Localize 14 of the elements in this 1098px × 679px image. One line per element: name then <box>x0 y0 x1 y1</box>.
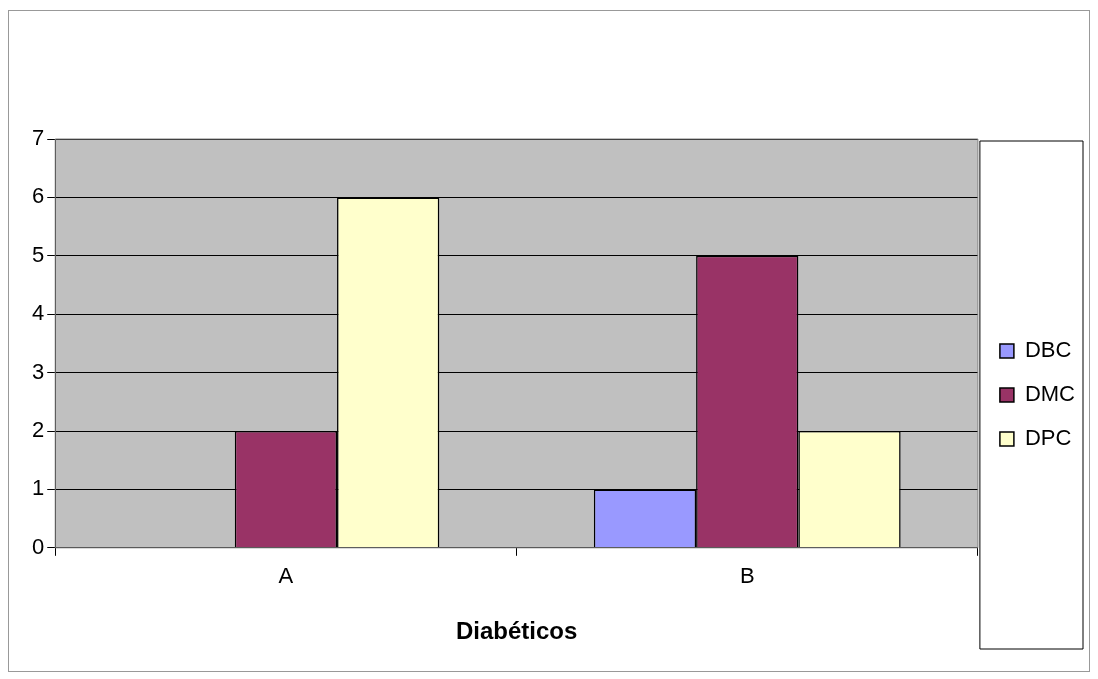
y-tick-label: 2 <box>31 417 45 443</box>
x-tick-label: B <box>739 563 755 589</box>
legend-label: DPC <box>1024 425 1072 451</box>
y-tick-label: 4 <box>31 300 45 326</box>
y-tick-label: 7 <box>31 125 45 151</box>
y-tick-label: 0 <box>31 533 45 559</box>
y-tick-label: 1 <box>31 475 45 501</box>
y-tick-label: 5 <box>31 241 45 267</box>
legend-label: DMC <box>1024 381 1076 407</box>
x-tick-label: A <box>278 563 294 589</box>
y-tick-label: 6 <box>31 183 45 209</box>
legend-label: DBC <box>1024 337 1072 363</box>
y-tick-label: 3 <box>31 358 45 384</box>
x-axis-title: Diabéticos <box>455 617 578 645</box>
